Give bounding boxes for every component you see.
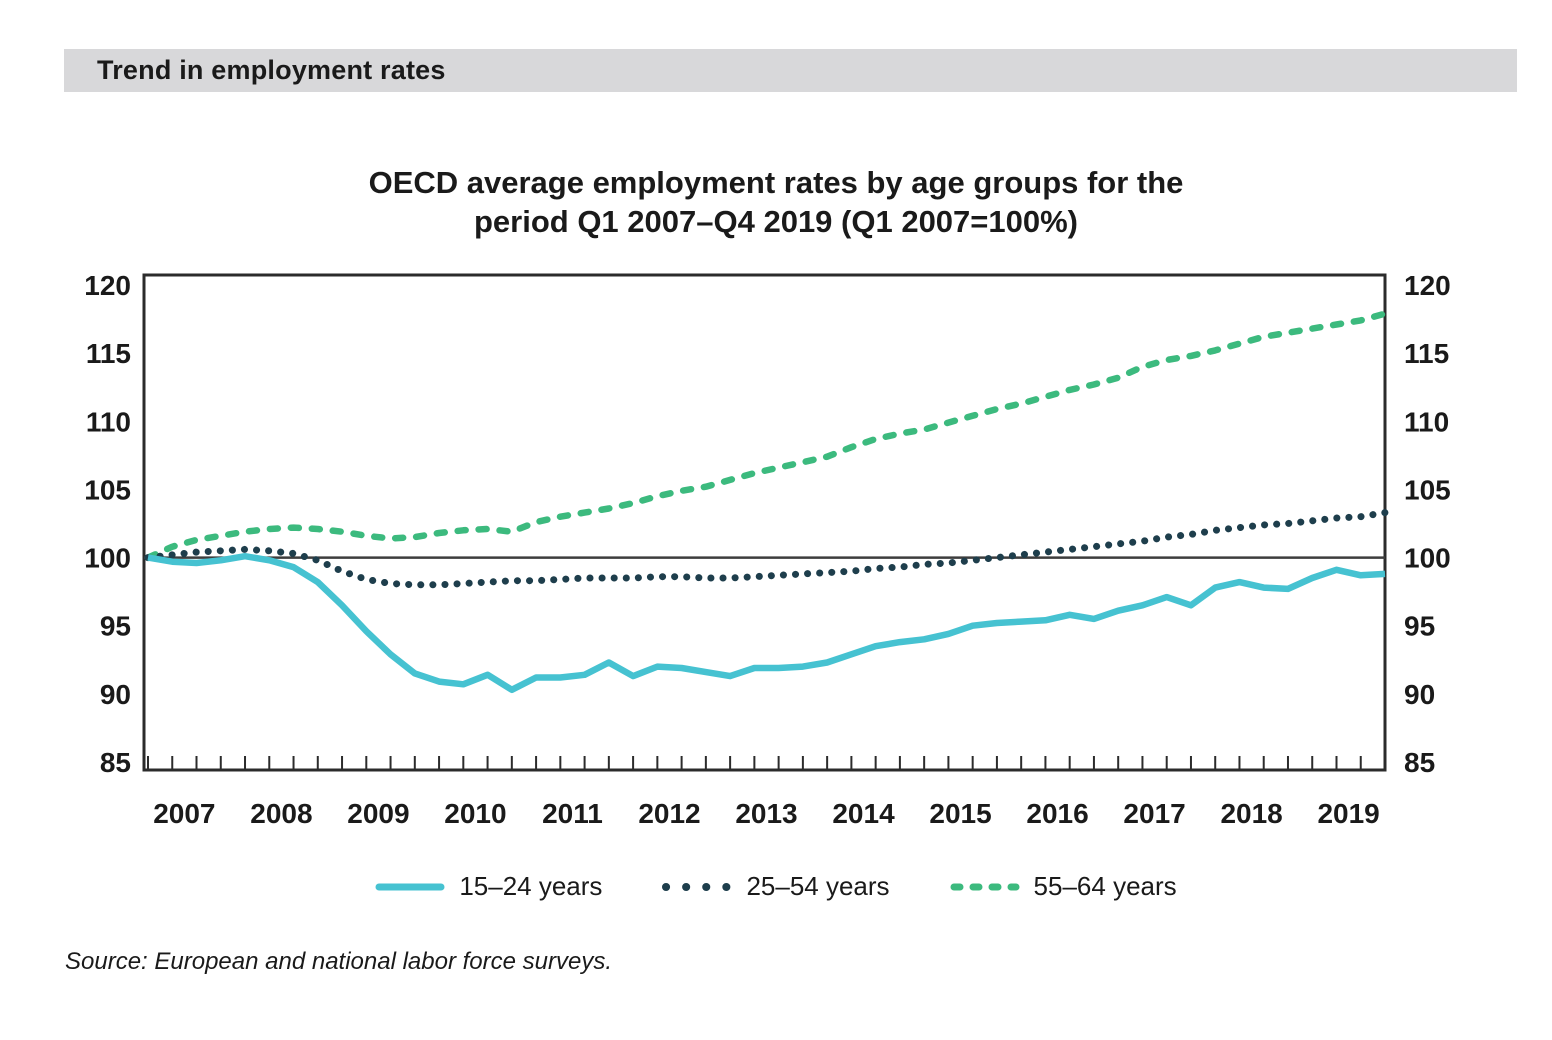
x-axis-year-label: 2019 [1317, 798, 1379, 829]
x-axis-year-label: 2016 [1026, 798, 1088, 829]
x-axis-year-label: 2008 [250, 798, 312, 829]
legend-swatch-55-64-dashed-line [950, 881, 1020, 893]
series-line-55-64-years [144, 310, 1389, 561]
chart-title-line1: OECD average employment rates by age gro… [368, 165, 1184, 200]
y-axis-label-left: 100 [84, 543, 131, 574]
y-axis-label-left: 90 [100, 679, 131, 710]
y-axis-label-right: 100 [1404, 543, 1451, 574]
x-axis-year-label: 2010 [444, 798, 506, 829]
series-line-25-54-years [144, 509, 1389, 589]
legend-item-55-64: 55–64 years [950, 871, 1177, 902]
y-axis-label-left: 105 [84, 474, 131, 505]
section-header-title: Trend in employment rates [97, 55, 446, 85]
x-axis-year-label: 2011 [542, 798, 603, 829]
x-axis-year-label: 2009 [347, 798, 409, 829]
x-axis-year-label: 2007 [153, 798, 215, 829]
y-axis-label-right: 120 [1404, 270, 1451, 301]
chart-title: OECD average employment rates by age gro… [0, 163, 1552, 241]
y-axis-label-left: 85 [100, 747, 131, 778]
y-axis-label-left: 115 [86, 338, 131, 369]
chart-legend: 15–24 years 25–54 years 55–64 years [0, 871, 1552, 902]
legend-swatch-glyph [950, 883, 1020, 890]
legend-swatch-glyph [662, 882, 733, 891]
legend-swatch-25-54-dotted-line [662, 881, 733, 893]
x-axis-year-label: 2015 [929, 798, 991, 829]
x-axis-year-label: 2018 [1220, 798, 1282, 829]
plot-border [142, 273, 1387, 772]
y-axis-label-right: 110 [1404, 406, 1449, 437]
legend-swatch-15-24-solid-line [375, 881, 445, 893]
y-axis-label-right: 115 [1404, 338, 1449, 369]
y-axis-label-right: 105 [1404, 474, 1451, 505]
y-axis-label-left: 120 [84, 270, 131, 301]
legend-label-15-24: 15–24 years [459, 871, 603, 901]
y-axis-label-right: 95 [1404, 611, 1435, 642]
legend-label-55-64: 55–64 years [1033, 871, 1177, 901]
legend-item-25-54: 25–54 years [662, 871, 890, 902]
chart-title-line2: period Q1 2007–Q4 2019 (Q1 2007=100%) [473, 204, 1078, 239]
y-axis-label-left: 110 [86, 406, 131, 437]
series-line-15-24-years [147, 552, 1386, 694]
source-note: Source: European and national labor forc… [65, 948, 612, 975]
y-axis-label-right: 85 [1404, 747, 1435, 778]
x-axis-year-label: 2017 [1123, 798, 1185, 829]
y-axis-label-right: 90 [1404, 679, 1435, 710]
x-axis-year-label: 2014 [832, 798, 895, 829]
y-axis-label-left: 95 [100, 611, 131, 642]
legend-label-25-54: 25–54 years [746, 871, 890, 901]
legend-item-15-24: 15–24 years [375, 871, 602, 902]
x-axis-year-label: 2012 [638, 798, 700, 829]
section-header-bar: Trend in employment rates [64, 49, 1517, 92]
x-axis-year-label: 2013 [735, 798, 797, 829]
legend-swatch-glyph [375, 883, 445, 890]
